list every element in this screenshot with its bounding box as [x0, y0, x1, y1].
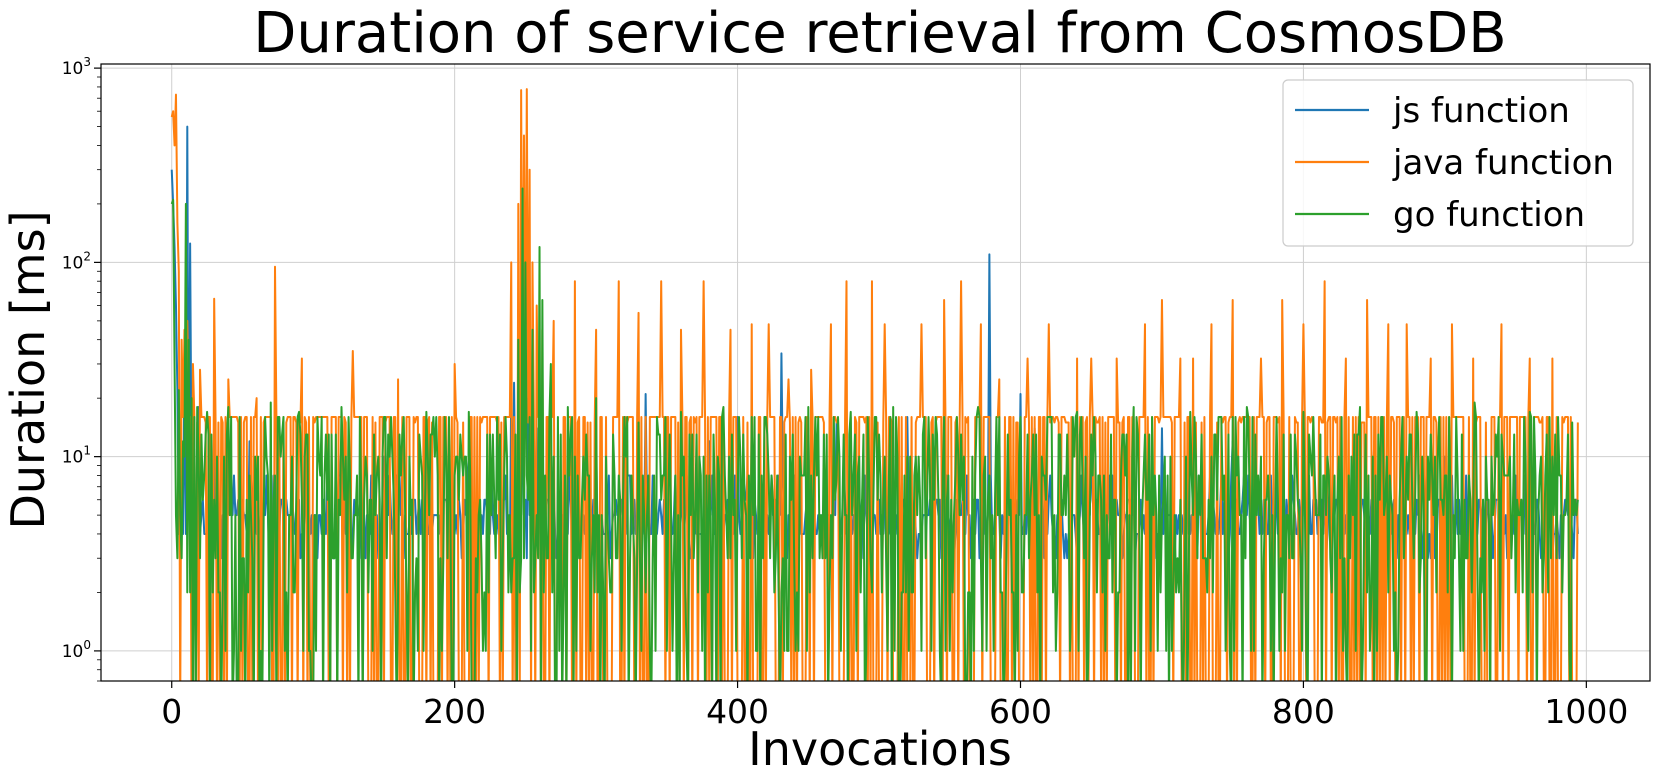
x-axis-label: Invocations: [748, 722, 1012, 776]
x-tick-label: 600: [989, 692, 1052, 731]
chart-title: Duration of service retrieval from Cosmo…: [253, 1, 1506, 66]
axes: 0 200 400 600 800 1000 100 101 102 103: [62, 55, 1651, 731]
legend: js function java function go function: [1282, 79, 1634, 247]
plot-frame: [100, 63, 1651, 682]
y-tick-label: 101: [62, 444, 91, 468]
y-axis-label: Duration [ms]: [1, 210, 55, 529]
y-tick-label: 102: [62, 249, 91, 273]
x-tick-label: 0: [161, 692, 182, 731]
series-line-go-function: [170, 187, 1579, 681]
legend-label: go function: [1393, 195, 1585, 235]
x-tick-label: 200: [423, 692, 486, 731]
legend-label: js function: [1392, 91, 1570, 131]
x-tick-label: 800: [1272, 692, 1335, 731]
x-tick-label: 400: [706, 692, 769, 731]
legend-box: [1282, 79, 1634, 247]
legend-label: java function: [1392, 143, 1614, 183]
x-tick-label: 1000: [1544, 692, 1628, 731]
series-lines: [170, 88, 1579, 681]
y-tick-label: 100: [62, 638, 91, 662]
y-tick-label: 103: [62, 55, 91, 79]
